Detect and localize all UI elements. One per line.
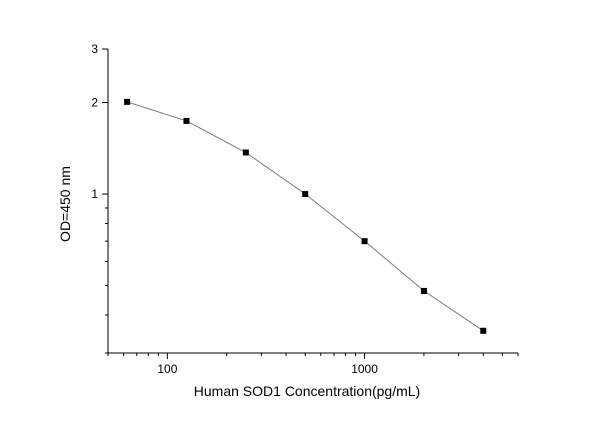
y-tick-label: 2: [91, 96, 98, 110]
data-series: [124, 98, 487, 334]
data-point: [183, 117, 190, 124]
y-tick-label: 1: [91, 187, 98, 201]
x-tick-label: 100: [157, 362, 177, 376]
y-axis-label: OD=450 nm: [57, 166, 73, 242]
axes: 100 1000 1 2 3: [91, 42, 519, 376]
x-tick-label: 1000: [351, 362, 378, 376]
axis-labels: Human SOD1 Concentration(pg/mL) OD=450 n…: [57, 166, 420, 399]
data-point: [480, 327, 487, 334]
x-axis-label: Human SOD1 Concentration(pg/mL): [194, 383, 420, 399]
data-point: [361, 238, 368, 245]
data-point: [124, 98, 131, 105]
data-point: [242, 149, 249, 156]
series-line: [126, 101, 484, 332]
data-point: [302, 191, 309, 198]
y-tick-label: 3: [91, 42, 98, 56]
data-point: [420, 287, 427, 294]
